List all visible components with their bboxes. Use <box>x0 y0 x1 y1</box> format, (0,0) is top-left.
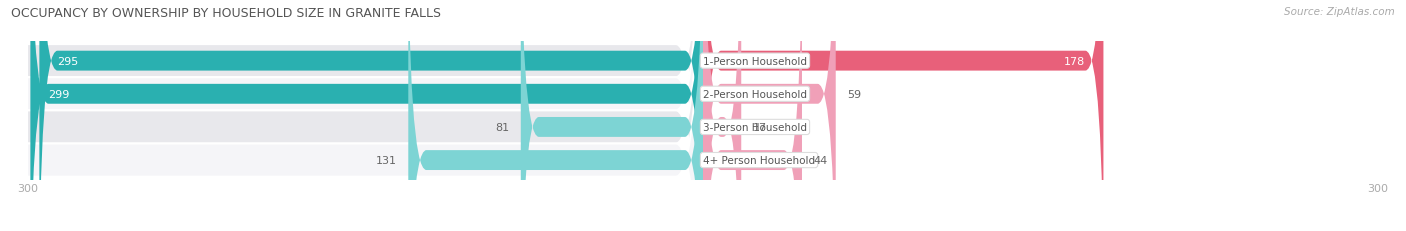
Text: 1-Person Household: 1-Person Household <box>703 56 807 66</box>
Text: 299: 299 <box>48 89 70 99</box>
FancyBboxPatch shape <box>0 0 703 231</box>
FancyBboxPatch shape <box>31 0 703 231</box>
Text: 131: 131 <box>375 155 396 165</box>
Text: 295: 295 <box>58 56 79 66</box>
Text: 81: 81 <box>495 122 509 132</box>
Text: 178: 178 <box>1064 56 1085 66</box>
FancyBboxPatch shape <box>39 0 703 231</box>
Text: 4+ Person Household: 4+ Person Household <box>703 155 815 165</box>
FancyBboxPatch shape <box>0 0 703 231</box>
FancyBboxPatch shape <box>520 0 703 231</box>
FancyBboxPatch shape <box>703 0 801 231</box>
Text: 3-Person Household: 3-Person Household <box>703 122 807 132</box>
FancyBboxPatch shape <box>0 0 703 231</box>
Text: OCCUPANCY BY OWNERSHIP BY HOUSEHOLD SIZE IN GRANITE FALLS: OCCUPANCY BY OWNERSHIP BY HOUSEHOLD SIZE… <box>11 7 441 20</box>
FancyBboxPatch shape <box>703 0 741 231</box>
FancyBboxPatch shape <box>703 0 835 231</box>
Text: 17: 17 <box>752 122 766 132</box>
Text: 44: 44 <box>813 155 828 165</box>
FancyBboxPatch shape <box>0 0 703 231</box>
Text: Source: ZipAtlas.com: Source: ZipAtlas.com <box>1284 7 1395 17</box>
Text: 59: 59 <box>846 89 860 99</box>
FancyBboxPatch shape <box>408 0 703 231</box>
Text: 2-Person Household: 2-Person Household <box>703 89 807 99</box>
FancyBboxPatch shape <box>703 0 1104 231</box>
